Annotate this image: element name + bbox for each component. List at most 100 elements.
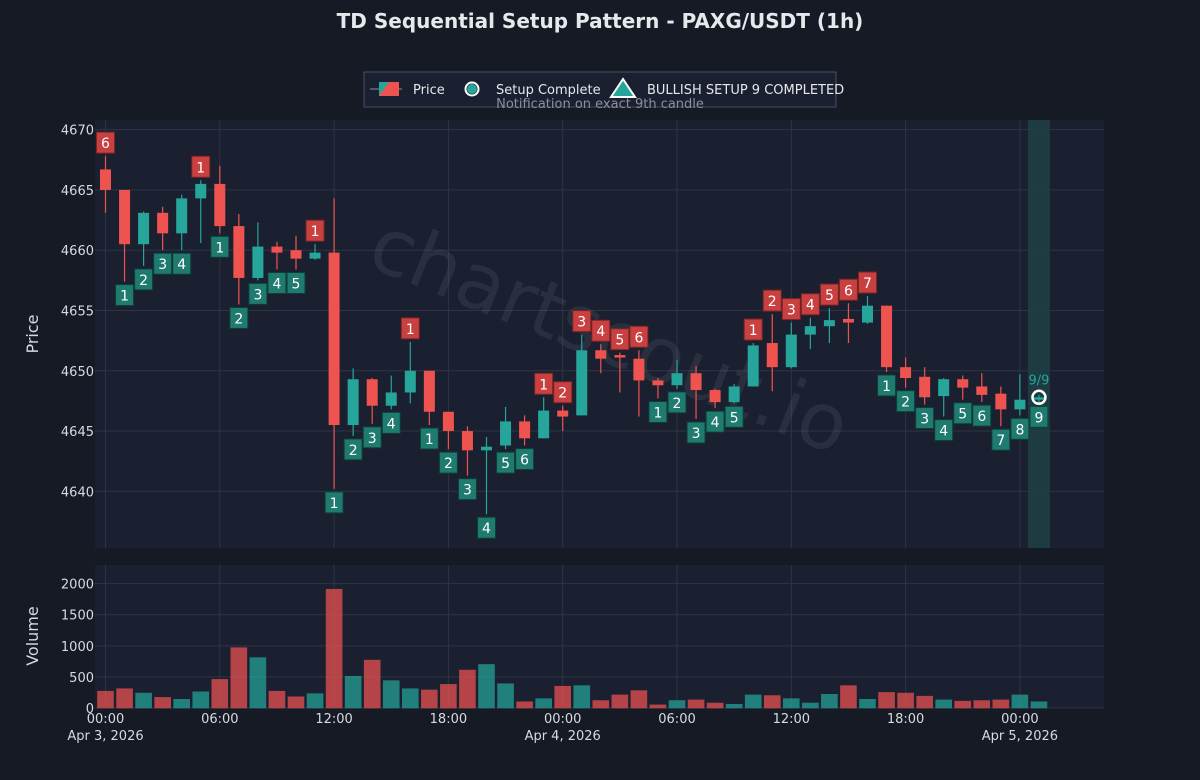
sell-setup-count: 5 xyxy=(615,333,624,349)
candle-body xyxy=(652,380,664,386)
buy-setup-count-box xyxy=(972,404,992,427)
sell-setup-count: 6 xyxy=(101,136,110,152)
candle-body xyxy=(100,169,111,190)
candle-body xyxy=(385,392,397,406)
buy-setup-count-box xyxy=(153,252,173,275)
price-tick-label: 4670 xyxy=(61,124,94,139)
volume-bar xyxy=(230,647,248,709)
buy-setup-count: 7 xyxy=(996,433,1005,449)
legend-price-icon-down xyxy=(379,82,399,96)
sell-setup-count-box xyxy=(572,310,592,333)
buy-setup-count: 5 xyxy=(730,410,739,426)
legend-setup-complete-fill xyxy=(467,84,477,94)
price-tick-label: 4645 xyxy=(61,425,94,440)
sell-setup-count-box xyxy=(762,289,782,312)
buy-setup-count: 6 xyxy=(520,453,529,469)
candle-body xyxy=(576,350,588,416)
candle-body xyxy=(747,345,759,387)
volume-bar xyxy=(535,698,552,709)
buy-setup-count: 5 xyxy=(292,276,301,292)
sell-setup-count: 2 xyxy=(558,386,567,402)
volume-tick-label: 1000 xyxy=(61,640,94,655)
price-tick-label: 4650 xyxy=(61,365,94,380)
buy-setup-count: 1 xyxy=(425,432,434,448)
buy-setup-count-box xyxy=(286,271,306,294)
buy-setup-count-box xyxy=(648,401,668,424)
buy-setup-count-box xyxy=(667,391,687,414)
volume-bar xyxy=(154,697,171,709)
volume-bar xyxy=(954,700,972,709)
sell-setup-count-box xyxy=(838,278,858,301)
x-tick-time: 00:00 xyxy=(544,712,581,727)
buy-setup-count: 1 xyxy=(653,406,662,422)
price-tick-label: 4640 xyxy=(61,485,94,500)
sell-setup-count-box xyxy=(191,155,211,178)
volume-bar xyxy=(935,699,953,709)
candle-body xyxy=(119,189,131,245)
buy-setup-count-box xyxy=(381,411,401,434)
buy-setup-count: 4 xyxy=(939,424,948,440)
volume-bar xyxy=(478,664,495,709)
buy-setup-count: 3 xyxy=(158,257,167,273)
volume-bar xyxy=(821,694,838,709)
volume-bar xyxy=(897,692,914,709)
buy-setup-count-box xyxy=(115,284,135,307)
candle-body xyxy=(766,343,778,368)
buy-setup-count-box xyxy=(877,374,897,397)
volume-bar xyxy=(706,702,724,709)
x-tick-time: 18:00 xyxy=(430,712,467,727)
volume-bars-layer xyxy=(97,588,1048,709)
volume-bar xyxy=(421,689,438,709)
candle-body xyxy=(671,373,683,386)
volume-bar xyxy=(459,669,476,709)
buy-setup-count-box xyxy=(991,428,1011,451)
candle-body xyxy=(804,326,816,335)
candle-body xyxy=(157,212,169,234)
buy-setup-count: 3 xyxy=(692,426,701,442)
buy-setup-count-box xyxy=(724,405,744,428)
sell-setup-count: 4 xyxy=(806,298,815,314)
buy-setup-count: 3 xyxy=(463,483,472,499)
candle-body xyxy=(938,379,950,397)
buy-setup-count-box xyxy=(515,448,535,471)
volume-bar xyxy=(287,696,305,709)
buy-setup-count: 3 xyxy=(253,287,262,303)
volume-bar xyxy=(344,675,362,709)
buy-setup-count-box xyxy=(210,235,230,258)
candle-body xyxy=(614,355,626,358)
candle-body xyxy=(823,320,835,327)
volume-tick-label: 0 xyxy=(86,702,94,717)
sell-setup-count-box xyxy=(781,298,801,321)
candle-body xyxy=(538,410,550,439)
volume-bar xyxy=(497,683,514,709)
candle-body xyxy=(862,305,873,323)
setup-complete-circle xyxy=(1031,389,1047,406)
setup-complete-highlight xyxy=(1027,120,1050,548)
x-tick-date: Apr 3, 2026 xyxy=(67,729,143,744)
volume-bar xyxy=(1030,701,1048,709)
candle-body xyxy=(881,305,893,368)
buy-setup-count-box xyxy=(438,451,458,474)
buy-setup-count: 1 xyxy=(330,496,339,512)
volume-bar xyxy=(116,688,133,709)
x-tick-time: 12:00 xyxy=(773,712,810,727)
candle-body xyxy=(404,370,416,393)
sell-setup-count: 5 xyxy=(825,288,834,304)
sell-setup-count-box xyxy=(629,325,649,348)
buy-setup-count-box xyxy=(457,478,477,501)
volume-bar xyxy=(135,692,152,709)
candle-body xyxy=(976,386,988,395)
buy-setup-count: 4 xyxy=(711,415,720,431)
sell-setup-count-box xyxy=(858,271,877,294)
legend-setup-complete-icon xyxy=(464,81,480,97)
volume-bar xyxy=(687,699,705,709)
sell-setup-count: 3 xyxy=(577,315,586,331)
buy-setup-count-box xyxy=(229,306,249,329)
volume-bar xyxy=(992,699,1010,709)
sell-setup-count: 1 xyxy=(539,377,548,393)
x-tick-time: 18:00 xyxy=(887,712,924,727)
x-tick-time: 12:00 xyxy=(315,712,352,727)
candle-body xyxy=(366,379,378,406)
buy-setup-count: 4 xyxy=(177,257,186,273)
